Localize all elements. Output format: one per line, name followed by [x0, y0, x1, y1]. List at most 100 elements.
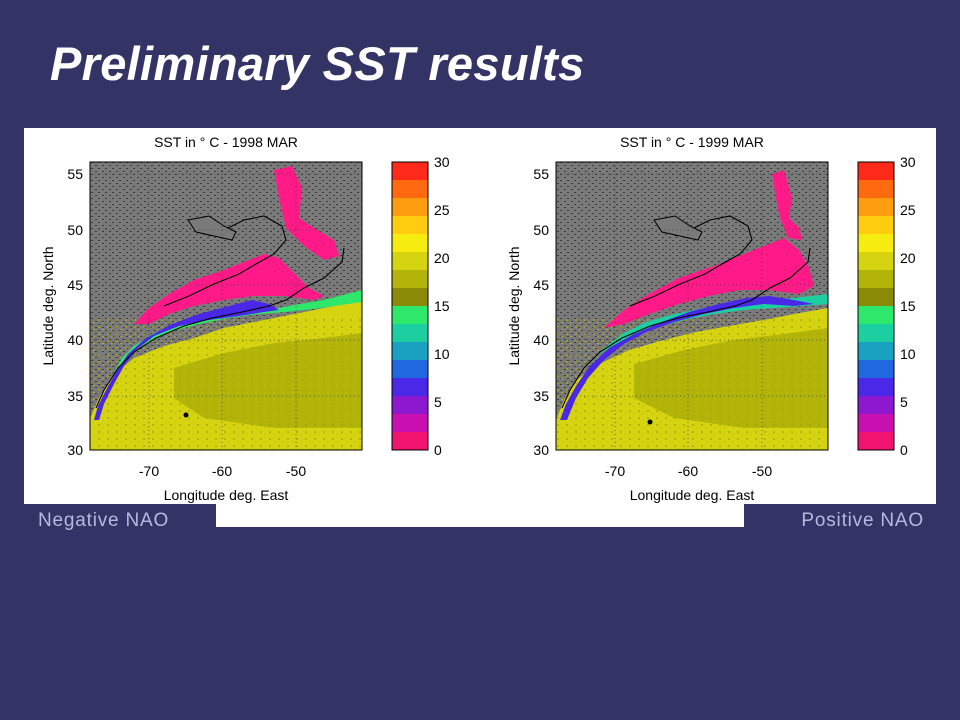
colorbar-segment	[392, 180, 428, 199]
y-tick-label: 35	[533, 388, 549, 404]
coastline	[561, 215, 811, 409]
colorbar-tick-label: 20	[900, 250, 916, 266]
y-tick-label: 40	[533, 332, 549, 348]
colorbar-segment	[392, 216, 428, 235]
y-tick-label: 55	[67, 166, 83, 182]
coastline	[95, 215, 345, 409]
colorbar-segment	[858, 198, 894, 217]
x-tick-label: -70	[605, 463, 625, 479]
x-axis-label: Longitude deg. East	[164, 487, 289, 503]
colorbar-1999: 30 25 20 15 10 5 0	[857, 154, 916, 458]
colorbar-tick-label: 30	[900, 154, 916, 170]
colorbar-segment	[858, 414, 894, 433]
colorbar-tick-label: 15	[900, 298, 916, 314]
colorbar-segment	[392, 306, 428, 325]
map-title-1998: SST in ° C - 1998 MAR	[154, 134, 298, 150]
colorbar-segment	[858, 252, 894, 271]
map-title-1999: SST in ° C - 1999 MAR	[620, 134, 764, 150]
coldest-water	[604, 238, 814, 328]
water-texture	[90, 318, 362, 450]
x-tick-label: -60	[678, 463, 698, 479]
x-tick-label: -70	[139, 463, 159, 479]
y-tick-label: 30	[533, 442, 549, 458]
colorbar-tick-label: 15	[434, 298, 450, 314]
colorbar-segment	[858, 324, 894, 343]
y-tick-label: 45	[67, 277, 83, 293]
colorbar-frame	[857, 161, 895, 451]
y-tick-label: 55	[533, 166, 549, 182]
colorbar-segment	[392, 360, 428, 379]
colorbar-segment	[858, 234, 894, 253]
colorbar-segment	[858, 342, 894, 361]
labrador-cold	[772, 170, 802, 240]
colorbar-segment	[392, 414, 428, 433]
colorbar-tick-label: 0	[434, 442, 442, 458]
sst-figure-panel: SST in ° C - 1998 MAR 55 50 45 40 35 30 -70 -6…	[24, 128, 936, 504]
x-tick-label: -60	[212, 463, 232, 479]
x-tick-label: -50	[752, 463, 772, 479]
colorbar-segment	[392, 198, 428, 217]
map-frame	[555, 161, 829, 451]
colorbar-segment	[392, 342, 428, 361]
x-axis-label: Longitude deg. East	[630, 487, 755, 503]
y-axis-label: Latitude deg. North	[40, 246, 56, 365]
colorbar-tick-label: 25	[900, 202, 916, 218]
labrador-cold	[274, 166, 339, 260]
colorbar-segment	[858, 378, 894, 397]
y-tick-label: 45	[533, 277, 549, 293]
colorbar-segment	[858, 306, 894, 325]
x-ticks: -70 -60 -50	[139, 463, 306, 479]
figure-panel-tab	[216, 504, 744, 527]
colorbar-1998: 30 25 20 15 10 5 0	[391, 154, 450, 458]
colorbar-tick-label: 20	[434, 250, 450, 266]
land-outline	[187, 215, 237, 241]
colorbar-segment	[392, 396, 428, 415]
y-tick-label: 35	[67, 388, 83, 404]
y-axis-label: Latitude deg. North	[506, 246, 522, 365]
colorbar-segment	[392, 234, 428, 253]
y-tick-label: 40	[67, 332, 83, 348]
cold-water-band	[94, 300, 279, 420]
colorbar-segment	[392, 252, 428, 271]
colorbar-segment	[858, 270, 894, 289]
colorbar-tick-label: 30	[434, 154, 450, 170]
grid	[90, 162, 362, 450]
coldest-water	[134, 254, 324, 324]
colorbar-tick-label: 10	[434, 346, 450, 362]
colorbar-segment	[392, 324, 428, 343]
grid	[556, 162, 828, 450]
colorbar-segment	[392, 162, 428, 181]
colorbar-segment	[858, 360, 894, 379]
y-ticks: 55 50 45 40 35 30	[67, 166, 83, 458]
colorbar-segment	[392, 288, 428, 307]
y-ticks: 55 50 45 40 35 30	[533, 166, 549, 458]
colorbar-tick-label: 10	[900, 346, 916, 362]
colorbar-segment	[858, 216, 894, 235]
colorbar-tick-label: 5	[900, 394, 908, 410]
slide-title: Preliminary SST results	[50, 37, 585, 90]
colorbar-segment	[392, 432, 428, 451]
colorbar-frame	[391, 161, 429, 451]
y-tick-label: 50	[67, 222, 83, 238]
colorbar-segment	[858, 288, 894, 307]
colorbar-tick-label: 5	[434, 394, 442, 410]
y-tick-label: 30	[67, 442, 83, 458]
colorbar-segment	[858, 432, 894, 451]
island-marker	[647, 419, 653, 425]
colorbar-tick-label: 0	[900, 442, 908, 458]
sst-field-1999	[556, 162, 828, 450]
colorbar-segment	[392, 378, 428, 397]
caption-negative-nao: Negative NAO	[38, 510, 170, 531]
map-frame	[89, 161, 363, 451]
cool-water-band	[112, 290, 362, 376]
y-tick-label: 50	[533, 222, 549, 238]
colorbar-segment	[858, 396, 894, 415]
sst-field-1998	[90, 162, 362, 450]
x-tick-label: -50	[286, 463, 306, 479]
water-texture	[556, 318, 828, 450]
colorbar-segment	[392, 270, 428, 289]
colorbar-segment	[858, 162, 894, 181]
x-ticks: -70 -60 -50	[605, 463, 772, 479]
